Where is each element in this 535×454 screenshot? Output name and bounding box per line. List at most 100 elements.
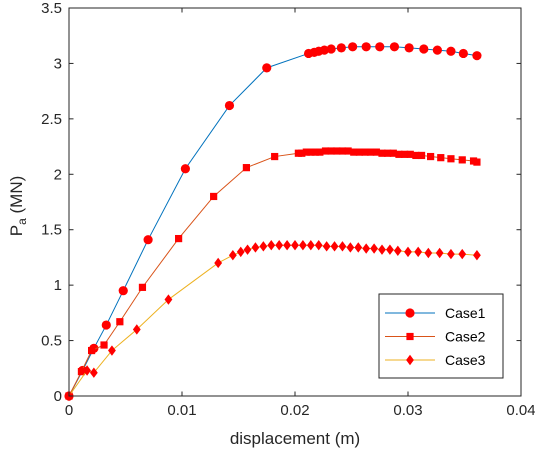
data-point	[406, 150, 414, 158]
legend-label: Case2	[445, 329, 486, 345]
data-point	[386, 244, 394, 255]
data-point	[311, 148, 319, 156]
data-point	[89, 367, 98, 378]
data-point	[321, 147, 330, 155]
data-point	[458, 156, 466, 164]
data-point	[275, 240, 284, 251]
y-axis-label-main: P	[7, 225, 26, 236]
x-tick-label: 0.03	[393, 402, 422, 419]
data-point	[116, 318, 124, 326]
data-point	[108, 345, 116, 356]
data-point	[77, 368, 86, 376]
x-tick-label: 0.02	[280, 402, 309, 419]
data-point	[243, 244, 252, 255]
data-point	[302, 148, 310, 156]
y-tick-label: 0	[54, 388, 62, 405]
data-point	[404, 246, 412, 258]
data-point	[412, 151, 420, 160]
y-tick-label: 2.5	[41, 111, 62, 128]
data-point	[83, 365, 91, 376]
y-tick-label: 2	[54, 166, 62, 183]
data-point	[404, 43, 414, 53]
data-point	[322, 241, 331, 252]
data-point	[175, 234, 183, 243]
data-point	[307, 148, 315, 156]
data-point	[361, 148, 369, 156]
data-point	[370, 243, 378, 254]
data-point	[446, 46, 456, 56]
data-point	[224, 100, 235, 111]
data-point	[401, 150, 409, 158]
data-point	[271, 152, 279, 161]
x-tick-label: 0	[65, 402, 73, 419]
data-point	[384, 149, 392, 157]
data-point	[344, 147, 352, 155]
data-point	[298, 149, 306, 157]
data-point	[242, 164, 251, 172]
data-point	[437, 154, 445, 162]
data-point	[447, 155, 455, 163]
data-point	[435, 247, 444, 259]
x-axis-label: displacement (m)	[230, 429, 360, 448]
data-point	[267, 240, 276, 251]
data-point	[346, 242, 355, 253]
data-point	[330, 241, 339, 252]
data-point	[236, 246, 245, 258]
data-point	[354, 242, 363, 253]
data-point	[251, 242, 260, 253]
data-point	[214, 257, 223, 269]
series-case3	[65, 240, 481, 402]
legend-marker	[406, 332, 414, 341]
data-point	[348, 42, 358, 52]
tick-labels: 0 0.01 0.02 0.03 0.04 0 0.5 1 1.5 2 2.5 3 3.5	[41, 0, 535, 419]
data-point	[350, 148, 358, 156]
data-point	[262, 63, 272, 73]
data-point	[316, 148, 324, 156]
data-point	[338, 241, 347, 252]
data-point	[393, 245, 402, 256]
data-point	[362, 243, 371, 254]
data-point	[327, 147, 335, 155]
data-point	[389, 149, 397, 157]
y-tick-label: 1.5	[41, 222, 62, 239]
data-point	[319, 45, 329, 55]
data-point	[336, 43, 346, 53]
data-point	[100, 341, 108, 349]
data-point	[367, 148, 375, 156]
y-tick-label: 3	[54, 55, 62, 72]
legend-marker	[405, 308, 415, 318]
y-axis-label-subscript: a	[15, 218, 29, 225]
y-axis-label-unit: (MN)	[7, 176, 26, 218]
data-point	[417, 151, 426, 160]
data-point	[210, 192, 218, 201]
data-point	[138, 283, 147, 291]
data-point	[427, 152, 435, 161]
legend: Case1 Case2 Case3	[378, 293, 504, 379]
data-point	[395, 150, 403, 158]
data-point	[259, 241, 268, 252]
y-tick-label: 1	[54, 277, 62, 294]
data-point	[378, 149, 386, 157]
data-point	[419, 44, 429, 54]
data-point	[283, 240, 291, 251]
data-point	[414, 246, 423, 258]
data-point	[299, 240, 307, 251]
data-point	[314, 240, 323, 251]
x-tick-label: 0.01	[167, 402, 196, 419]
axes	[68, 7, 522, 397]
data-point	[132, 324, 141, 335]
data-point	[473, 250, 481, 261]
legend-label: Case1	[445, 305, 486, 321]
data-point	[88, 346, 96, 355]
legend-item-case2: Case2	[385, 329, 486, 345]
data-point	[389, 42, 400, 52]
data-point	[164, 294, 173, 305]
data-point	[180, 164, 190, 174]
data-point	[101, 320, 111, 330]
data-point	[306, 240, 315, 251]
data-point	[458, 248, 467, 260]
legend-item-case3: Case3	[385, 352, 486, 368]
legend-marker	[406, 354, 414, 366]
data-point	[378, 244, 386, 255]
